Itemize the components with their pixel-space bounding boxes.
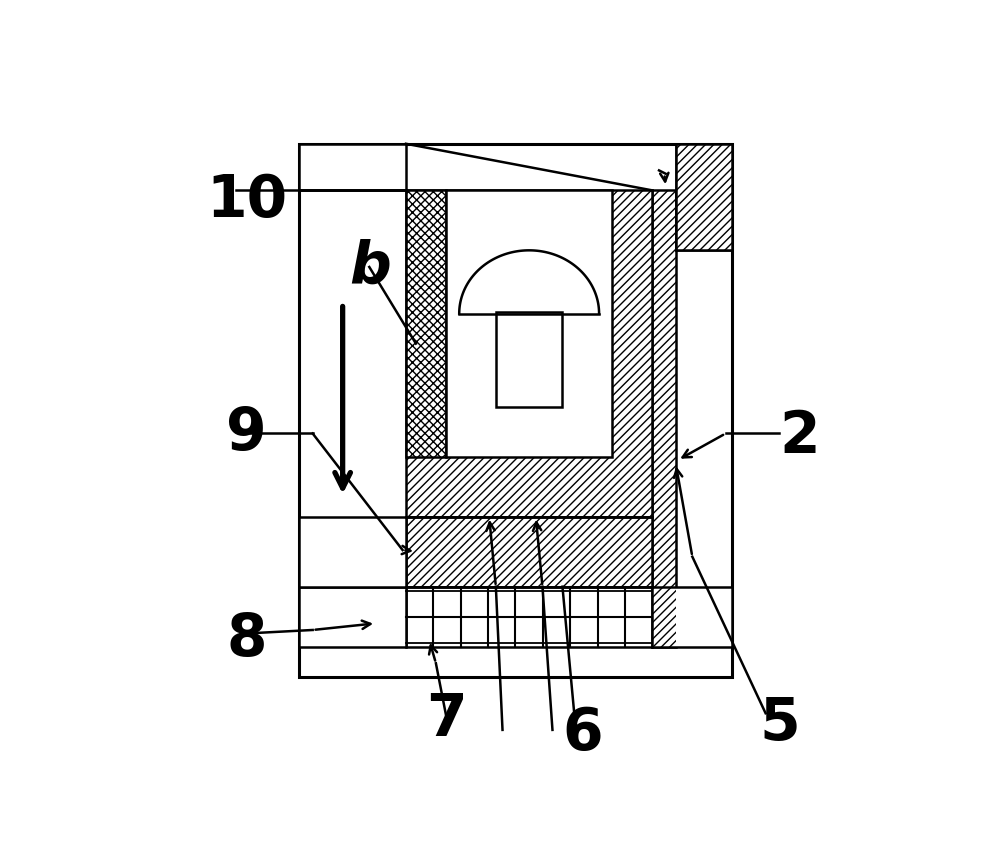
Bar [676,144,732,250]
Text: b: b [349,239,391,296]
Text: 8: 8 [226,612,267,669]
Bar [406,190,446,457]
Bar [299,516,406,586]
Bar [299,144,732,676]
Text: 2: 2 [779,408,820,465]
Text: 5: 5 [759,695,800,752]
Bar [299,586,406,647]
Bar [299,144,406,190]
Bar [676,144,732,250]
Bar [406,190,652,516]
Text: 10: 10 [206,172,287,229]
Text: 6: 6 [562,705,603,762]
Bar [406,586,652,647]
Bar [406,516,652,586]
Bar [446,190,612,457]
Text: 7: 7 [426,691,467,748]
Bar [406,190,652,516]
Bar [676,144,732,250]
Bar [652,190,676,647]
Text: 9: 9 [226,405,267,462]
Bar [652,190,676,647]
Bar [406,516,652,586]
Bar [406,190,446,457]
Bar [496,312,562,407]
Bar [652,586,732,647]
